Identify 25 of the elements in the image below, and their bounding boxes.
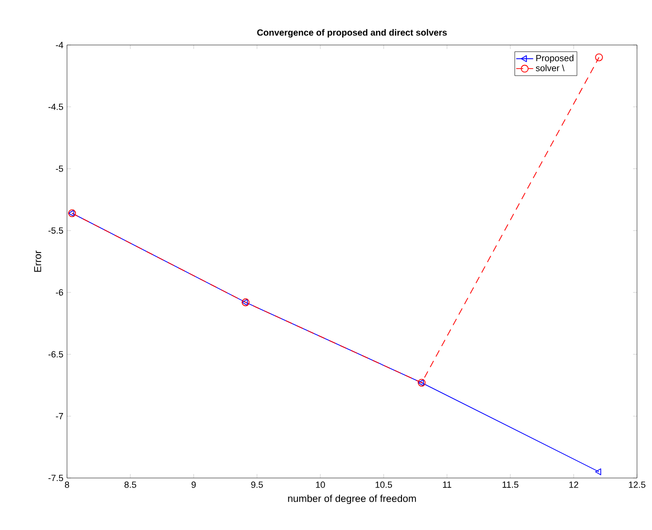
x-tick-label: 10.5 xyxy=(376,482,392,488)
x-tick-label: 10 xyxy=(316,482,325,488)
y-tick-label: -4 xyxy=(56,42,64,48)
point xyxy=(595,468,602,476)
y-axis-title: Error xyxy=(34,250,42,272)
x-axis-title: number of degree of freedom xyxy=(288,494,416,504)
x-tick-label: 9 xyxy=(192,482,196,488)
y-tick-label: -7.5 xyxy=(48,474,64,482)
x-tick-label: 9.5 xyxy=(251,482,263,488)
x-tick-label: 12 xyxy=(569,482,578,488)
y-tick-label: -5.5 xyxy=(48,227,64,234)
y-tick-label: -7 xyxy=(56,413,64,420)
y-tick-label: -6 xyxy=(56,289,64,296)
x-tick-label: 11.5 xyxy=(502,482,518,488)
x-tick-label: 11 xyxy=(443,482,452,488)
y-tick-label: -4.5 xyxy=(48,104,64,110)
legend-label: Proposed xyxy=(536,54,574,64)
point xyxy=(595,53,603,62)
x-tick-label: 12.5 xyxy=(628,482,646,488)
x-tick-label: 8 xyxy=(64,482,70,488)
y-tick-label: -6.5 xyxy=(48,351,64,358)
x-tick-label: 8.5 xyxy=(124,482,136,488)
chart-title: Convergence of proposed and direct solvers xyxy=(257,29,447,38)
y-tick-label: -5 xyxy=(56,166,64,172)
legend-label: solver \ xyxy=(536,64,564,72)
